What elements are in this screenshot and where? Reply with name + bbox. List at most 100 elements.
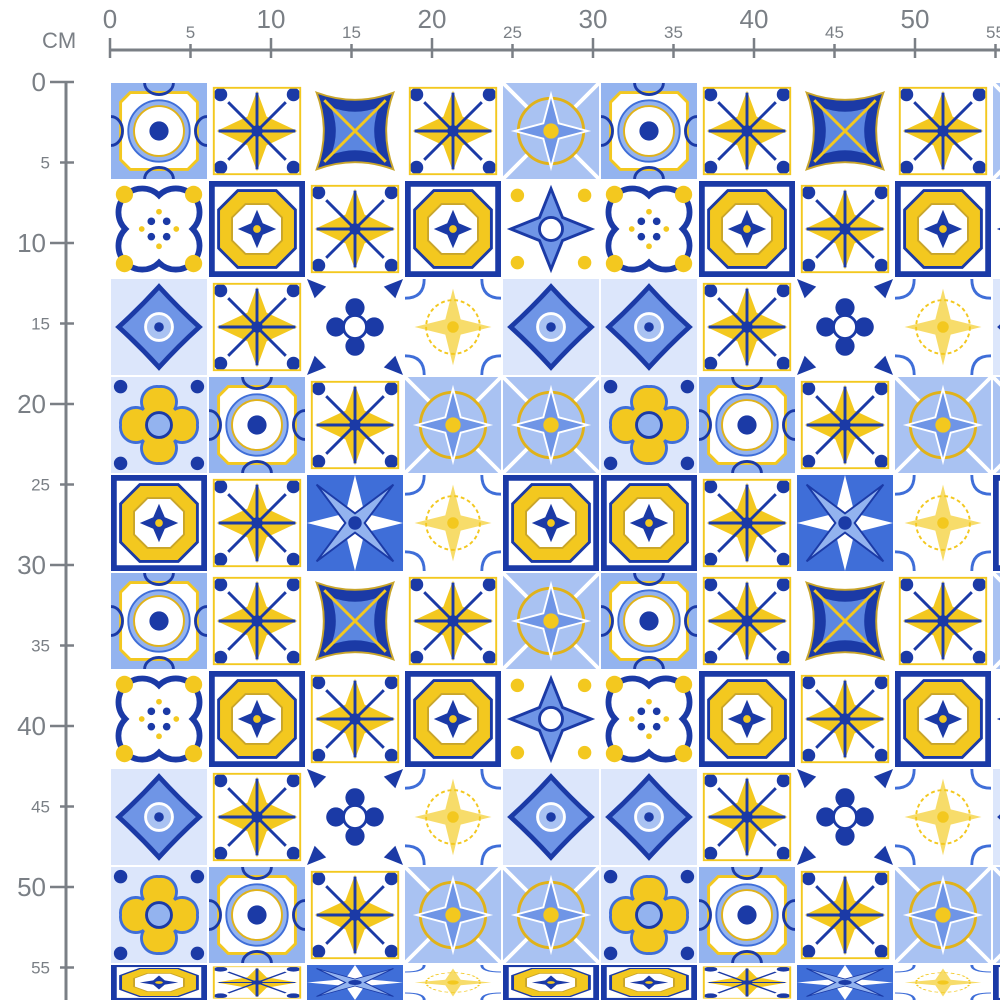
ruler-label: 45	[825, 23, 844, 42]
tile-blue-diamond	[601, 279, 697, 375]
tile-yellow-octagon	[601, 965, 697, 1000]
tile-blue-diamond	[111, 279, 207, 375]
tile-pale-lace	[405, 965, 501, 1000]
tile-light-ornate	[993, 377, 1000, 473]
tile-light-ornate	[503, 83, 599, 179]
tile-yellow-cross	[209, 965, 305, 1000]
tile-blue-diamond	[601, 769, 697, 865]
tile-blue-diamond	[993, 279, 1000, 375]
tile-yellow-octagon	[209, 671, 305, 767]
tile-yellow-octagon	[895, 181, 991, 277]
tile-blue-square	[797, 573, 893, 669]
tile-medallion	[699, 867, 795, 963]
tile-light-ornate	[503, 867, 599, 963]
tile-yellow-octagon	[405, 181, 501, 277]
ruler-label: 0	[32, 67, 46, 97]
ruler-label: 40	[740, 4, 769, 34]
tile-blue-lace	[993, 671, 1000, 767]
vertical-ruler: 0 5 10 15 20 25 30 35 40 45 50 55	[17, 67, 74, 1000]
tile-medallion	[209, 377, 305, 473]
ruler-label: 5	[186, 23, 195, 42]
tile-medallion	[601, 83, 697, 179]
tile-yellow-octagon	[111, 965, 207, 1000]
tile-yellow-cross	[699, 965, 795, 1000]
tile-yellow-octagon	[209, 181, 305, 277]
tile-yellow-octagon	[503, 965, 599, 1000]
ruler-label: 30	[17, 550, 46, 580]
tile-blue-square	[307, 83, 403, 179]
tile-blue-diamond	[503, 279, 599, 375]
tile-quatrefoil	[111, 181, 207, 277]
ruler-label: 35	[31, 637, 50, 656]
tile-pale-lace	[895, 965, 991, 1000]
tile-yellow-octagon	[111, 475, 207, 571]
tile-blue-flower	[307, 769, 403, 865]
tile-yellow-cross	[209, 475, 305, 571]
tile-quatrefoil	[601, 671, 697, 767]
tile-yellow-cross	[699, 83, 795, 179]
ruler-label: 20	[418, 4, 447, 34]
tile-quatrefoil	[111, 671, 207, 767]
tile-yellow-cross	[895, 83, 991, 179]
ruler-label: 55	[986, 23, 1000, 42]
tile-yellow-cross	[209, 573, 305, 669]
tile-yellow-cross	[895, 573, 991, 669]
ruler-label: 40	[17, 711, 46, 741]
tile-yellow-cross	[797, 181, 893, 277]
tile-blue-star	[307, 965, 403, 1000]
ruler-label: 0	[103, 4, 117, 34]
tile-light-ornate	[895, 377, 991, 473]
tile-blue-star	[307, 475, 403, 571]
tile-yellow-cross	[797, 867, 893, 963]
tile-blue-square	[797, 83, 893, 179]
ruler-label: 50	[901, 4, 930, 34]
tile-yellow-cross	[307, 377, 403, 473]
tile-yellow-octagon	[405, 671, 501, 767]
ruler-label: 25	[31, 476, 50, 495]
horizontal-ruler: 0 5 10 15 20 25 30 35 40 45 50 55	[103, 4, 1000, 58]
tile-yellow-cross	[699, 769, 795, 865]
tile-pale-lace	[895, 769, 991, 865]
ruler-label: 50	[17, 872, 46, 902]
tile-yellow-octagon	[601, 475, 697, 571]
tile-yellow-cross	[797, 671, 893, 767]
tile-pale-lace	[405, 475, 501, 571]
tile-light-ornate	[503, 377, 599, 473]
ruler-label: 20	[17, 389, 46, 419]
tile-yellow-cross	[699, 573, 795, 669]
tile-pale-lace	[895, 475, 991, 571]
ruler-label: 25	[503, 23, 522, 42]
tile-yellow-octagon	[699, 671, 795, 767]
tile-light-ornate	[503, 573, 599, 669]
tile-yellow-cross	[307, 867, 403, 963]
tile-blue-lace	[993, 181, 1000, 277]
tile-yellow-octagon	[895, 671, 991, 767]
tile-yellow-quatre	[601, 867, 697, 963]
tile-yellow-cross	[307, 181, 403, 277]
tile-yellow-cross	[307, 671, 403, 767]
ruler-label: 30	[579, 4, 608, 34]
tile-yellow-cross	[209, 769, 305, 865]
unit-label: CM	[42, 28, 76, 53]
tile-yellow-cross	[405, 573, 501, 669]
tile-light-ornate	[405, 867, 501, 963]
tile-light-ornate	[993, 867, 1000, 963]
tile-medallion	[699, 377, 795, 473]
tile-blue-lace	[503, 181, 599, 277]
tile-pale-lace	[895, 279, 991, 375]
ruler-label: 35	[664, 23, 683, 42]
tile-yellow-octagon	[993, 475, 1000, 571]
tile-blue-diamond	[111, 769, 207, 865]
ruler-label: 5	[41, 154, 50, 173]
tile-yellow-cross	[209, 83, 305, 179]
ruler-label: 15	[31, 315, 50, 334]
tile-yellow-cross	[797, 377, 893, 473]
ruler-label: 15	[342, 23, 361, 42]
tile-light-ornate	[993, 83, 1000, 179]
tile-pale-lace	[405, 279, 501, 375]
tile-blue-star	[797, 965, 893, 1000]
tile-blue-square	[307, 573, 403, 669]
ruler-label: 10	[17, 228, 46, 258]
tile-pale-lace	[405, 769, 501, 865]
